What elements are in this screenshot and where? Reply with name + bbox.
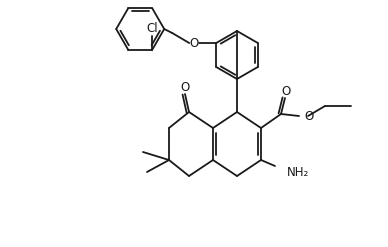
Text: NH₂: NH₂ [287,165,309,179]
Text: O: O [180,81,190,94]
Text: O: O [281,84,291,98]
Text: O: O [190,37,199,49]
Text: Cl: Cl [146,22,158,35]
Text: O: O [304,109,313,123]
